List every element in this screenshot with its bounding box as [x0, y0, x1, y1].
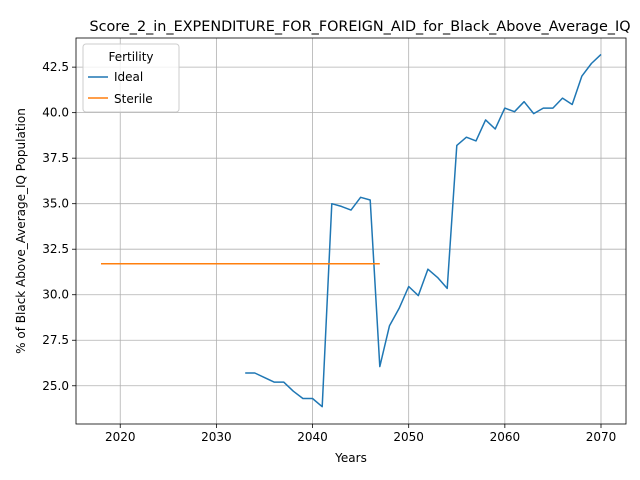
y-tick-label: 42.5 [42, 60, 69, 74]
plot-frame [75, 37, 627, 425]
x-tick-label: 2070 [586, 430, 617, 444]
y-tick-label: 32.5 [42, 242, 69, 256]
series-line-ideal [245, 53, 602, 408]
legend: Fertility Ideal Sterile [82, 43, 180, 113]
y-axis-ticks: 25.0 27.5 30.0 32.5 35.0 37.5 40.0 42.5 [42, 60, 76, 393]
x-tick-label: 2050 [393, 430, 424, 444]
y-tick-label: 25.0 [42, 379, 69, 393]
x-tick-label: 2040 [297, 430, 328, 444]
x-axis-ticks: 2020 2030 2040 2050 2060 2070 [105, 424, 616, 444]
legend-label-ideal: Ideal [114, 70, 143, 84]
y-tick-label: 40.0 [42, 106, 69, 120]
x-axis-label: Years [334, 451, 367, 465]
legend-title: Fertility [108, 50, 153, 64]
legend-box [82, 43, 180, 113]
x-tick-label: 2060 [490, 430, 521, 444]
y-tick-label: 27.5 [42, 333, 69, 347]
y-tick-label: 35.0 [42, 197, 69, 211]
chart-title: Score_2_in_EXPENDITURE_FOR_FOREIGN_AID_f… [89, 19, 630, 35]
y-axis-label: % of Black Above_Average_IQ Population [14, 108, 28, 354]
plot-lines [101, 53, 602, 408]
y-tick-label: 37.5 [42, 151, 69, 165]
x-tick-label: 2030 [201, 430, 232, 444]
x-tick-label: 2020 [105, 430, 136, 444]
y-tick-label: 30.0 [42, 288, 69, 302]
legend-label-sterile: Sterile [114, 92, 153, 106]
